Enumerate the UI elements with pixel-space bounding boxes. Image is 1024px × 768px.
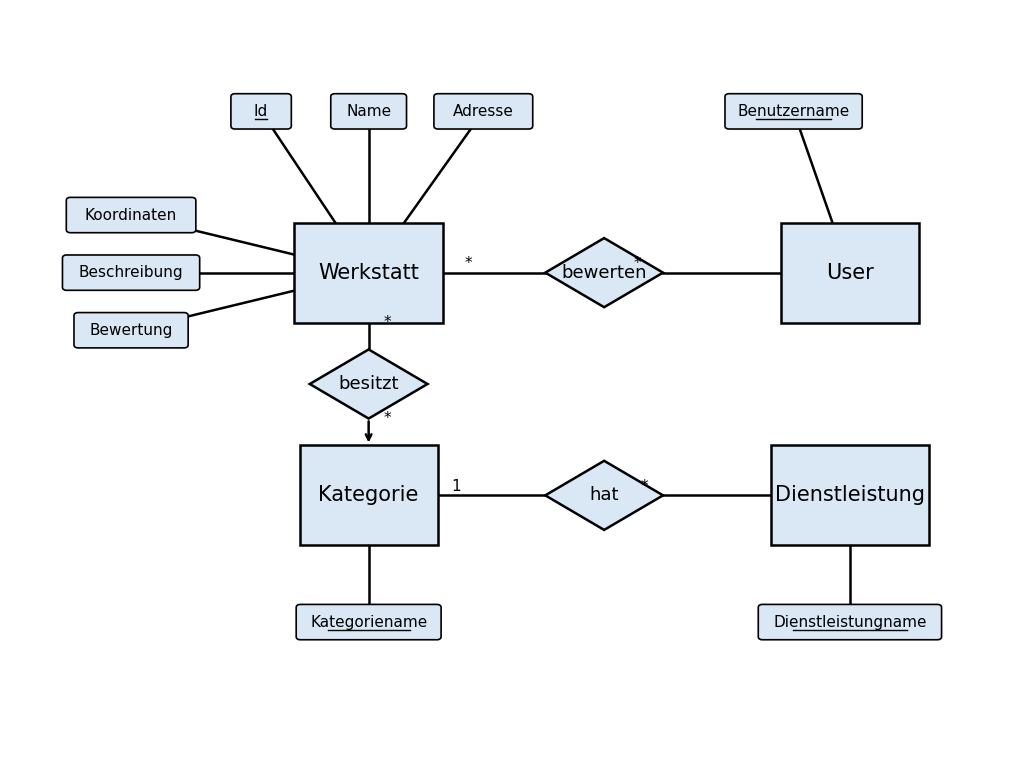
Text: Bewertung: Bewertung [89,323,173,338]
FancyBboxPatch shape [725,94,862,129]
FancyBboxPatch shape [434,94,532,129]
FancyBboxPatch shape [296,604,441,640]
FancyBboxPatch shape [780,223,920,323]
Text: Kategorie: Kategorie [318,485,419,505]
Text: Name: Name [346,104,391,119]
Text: *: * [634,256,641,271]
Text: besitzt: besitzt [338,375,399,393]
Text: hat: hat [590,486,618,505]
FancyBboxPatch shape [231,94,291,129]
FancyBboxPatch shape [758,604,942,640]
FancyBboxPatch shape [62,255,200,290]
Polygon shape [309,349,428,419]
Text: Beschreibung: Beschreibung [79,265,183,280]
Text: 1: 1 [452,478,461,494]
Text: Adresse: Adresse [453,104,514,119]
Text: Benutzername: Benutzername [737,104,850,119]
Text: Kategoriename: Kategoriename [310,614,427,630]
Polygon shape [545,238,664,307]
Text: Werkstatt: Werkstatt [318,263,419,283]
FancyBboxPatch shape [299,445,438,545]
FancyBboxPatch shape [74,313,188,348]
FancyBboxPatch shape [67,197,196,233]
Text: bewerten: bewerten [561,263,647,282]
Text: *: * [383,411,391,426]
FancyBboxPatch shape [770,445,930,545]
FancyBboxPatch shape [331,94,407,129]
Polygon shape [545,461,664,530]
FancyBboxPatch shape [295,223,442,323]
Text: Koordinaten: Koordinaten [85,207,177,223]
Text: *: * [383,315,391,330]
Text: *: * [465,256,472,271]
Text: *: * [641,478,648,494]
Text: Id: Id [254,104,268,119]
Text: User: User [826,263,873,283]
Text: Dienstleistungname: Dienstleistungname [773,614,927,630]
Text: Dienstleistung: Dienstleistung [775,485,925,505]
